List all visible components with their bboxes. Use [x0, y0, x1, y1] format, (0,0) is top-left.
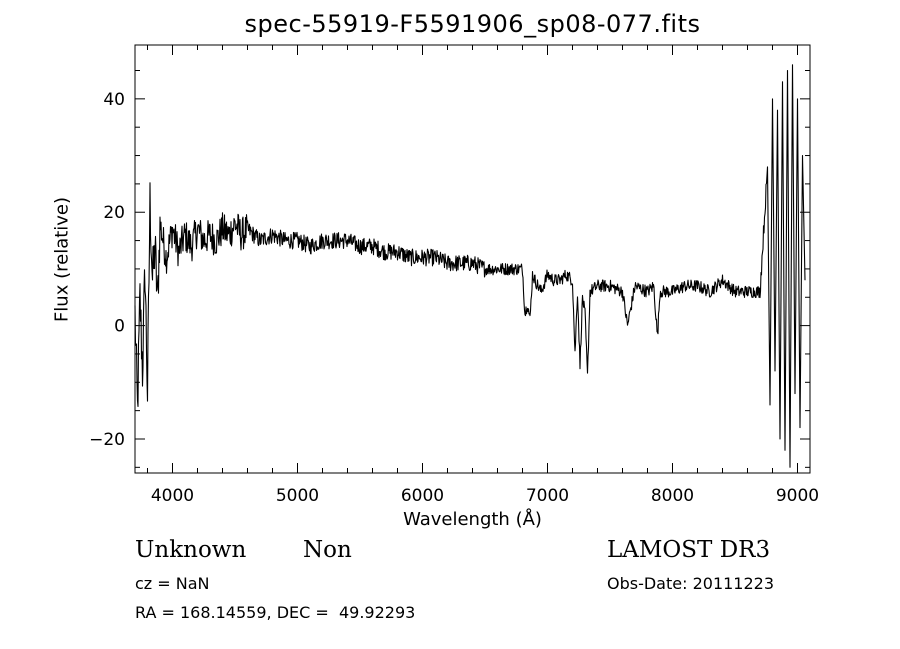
x-tick-label: 4000 [151, 486, 194, 506]
y-tick-label: −20 [89, 430, 125, 450]
x-tick-label: 9000 [776, 486, 819, 506]
axis-ticks [135, 45, 810, 473]
y-tick-label: 20 [103, 203, 125, 223]
plot-frame [134, 44, 811, 474]
y-axis-label: Flux (relative) [51, 196, 73, 323]
axis-tick-labels: 4000 5000 6000 7000 8000 9000 −20 0 20 40 [89, 90, 819, 506]
chart-title: spec-55919-F5591906_sp08-077.fits [244, 10, 701, 38]
obs-date-label: Obs-Date: 20111223 [607, 574, 775, 593]
redshift-label: cz = NaN [135, 574, 210, 593]
y-tick-label: 40 [103, 90, 125, 110]
x-axis-label: Wavelength (Å) [403, 509, 542, 530]
y-tick-label: 0 [114, 317, 125, 337]
coordinates-label: RA = 168.14559, DEC = 49.92293 [135, 603, 416, 622]
spectrum-line [134, 64, 806, 468]
survey-label: LAMOST DR3 [607, 537, 771, 563]
class-label: Unknown [135, 537, 247, 563]
x-tick-label: 8000 [651, 486, 694, 506]
subclass-label: Non [303, 537, 352, 563]
x-tick-label: 7000 [526, 486, 569, 506]
x-tick-label: 5000 [276, 486, 319, 506]
x-tick-label: 6000 [401, 486, 444, 506]
